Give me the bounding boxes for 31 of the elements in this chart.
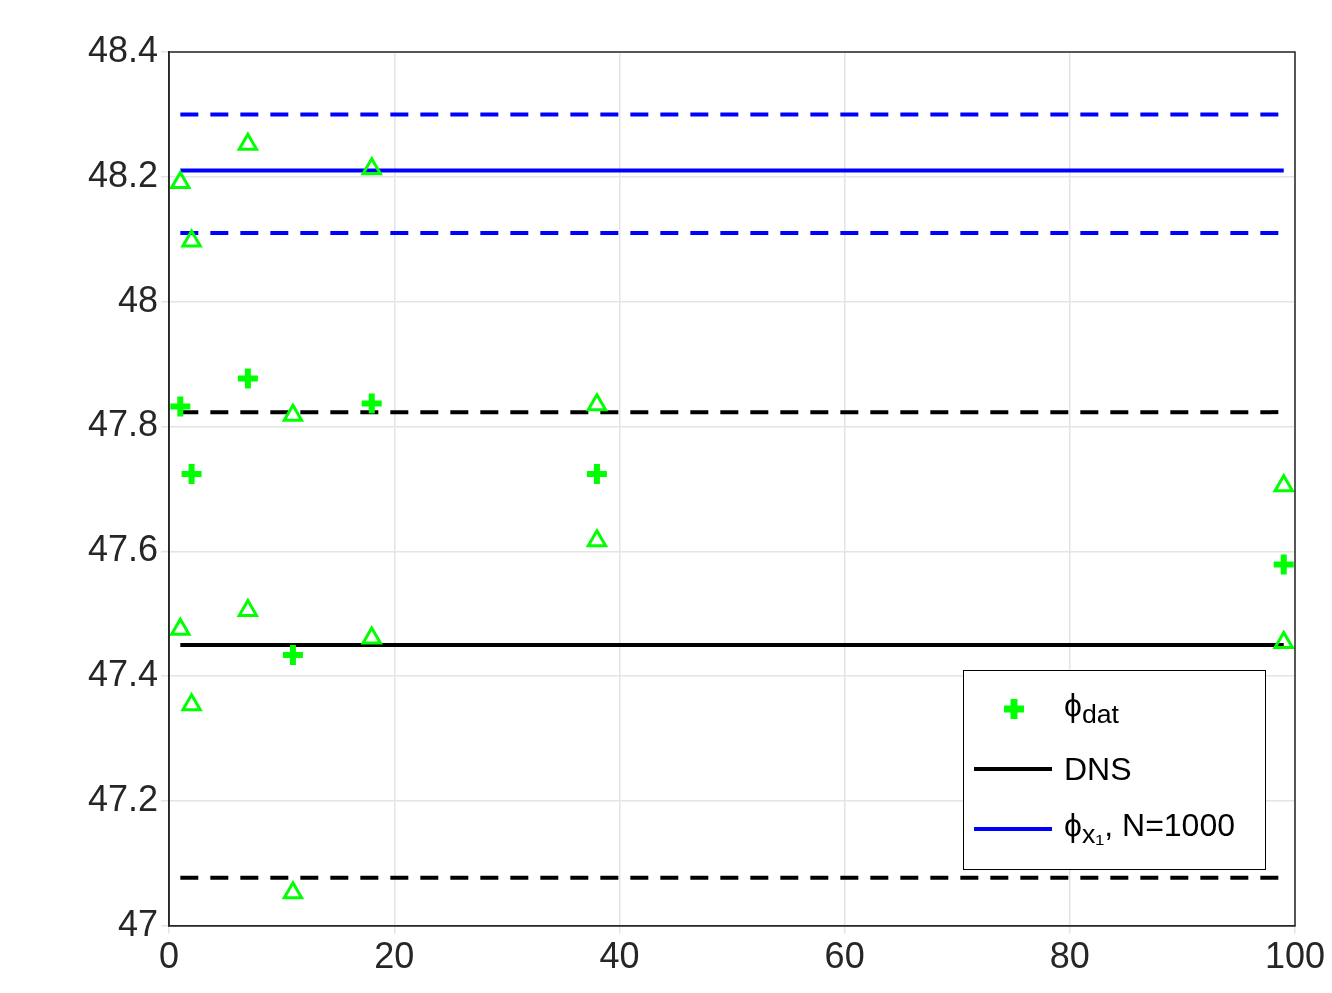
- point: [361, 157, 382, 176]
- point: [361, 626, 382, 645]
- y-tick-label: 47.6: [87, 528, 159, 570]
- point: [170, 617, 191, 636]
- x-tick-label: 40: [599, 935, 640, 977]
- x-tick-label: 100: [1264, 935, 1326, 977]
- point: [181, 229, 202, 248]
- point: [181, 693, 202, 712]
- y-tick-label: 47.4: [87, 653, 159, 695]
- point: [282, 881, 304, 900]
- point: [282, 403, 304, 422]
- y-tick-label: 48.2: [87, 153, 159, 195]
- legend-label: ϕ$_{x₁}$, N=1000: [1063, 807, 1235, 851]
- y-tick-label: 48.4: [87, 28, 159, 70]
- point: [170, 170, 191, 189]
- point: [237, 599, 259, 618]
- point: [1273, 474, 1294, 493]
- x-tick-label: 80: [1049, 935, 1090, 977]
- x-tick-label: 20: [374, 935, 415, 977]
- point: [1273, 630, 1294, 649]
- y-tick-label: 47: [118, 902, 159, 944]
- x-tick-label: 60: [824, 935, 865, 977]
- y-tick-label: 47.2: [87, 777, 159, 819]
- point: [237, 132, 259, 151]
- point: [586, 529, 608, 548]
- x-tick-label: 0: [159, 935, 180, 977]
- y-tick-label: 48: [118, 278, 159, 320]
- legend-label: ϕ$_{dat}$: [1063, 687, 1119, 731]
- y-tick-label: 47.8: [87, 403, 159, 445]
- legend-label: DNS: [1063, 750, 1132, 788]
- point: [586, 393, 608, 412]
